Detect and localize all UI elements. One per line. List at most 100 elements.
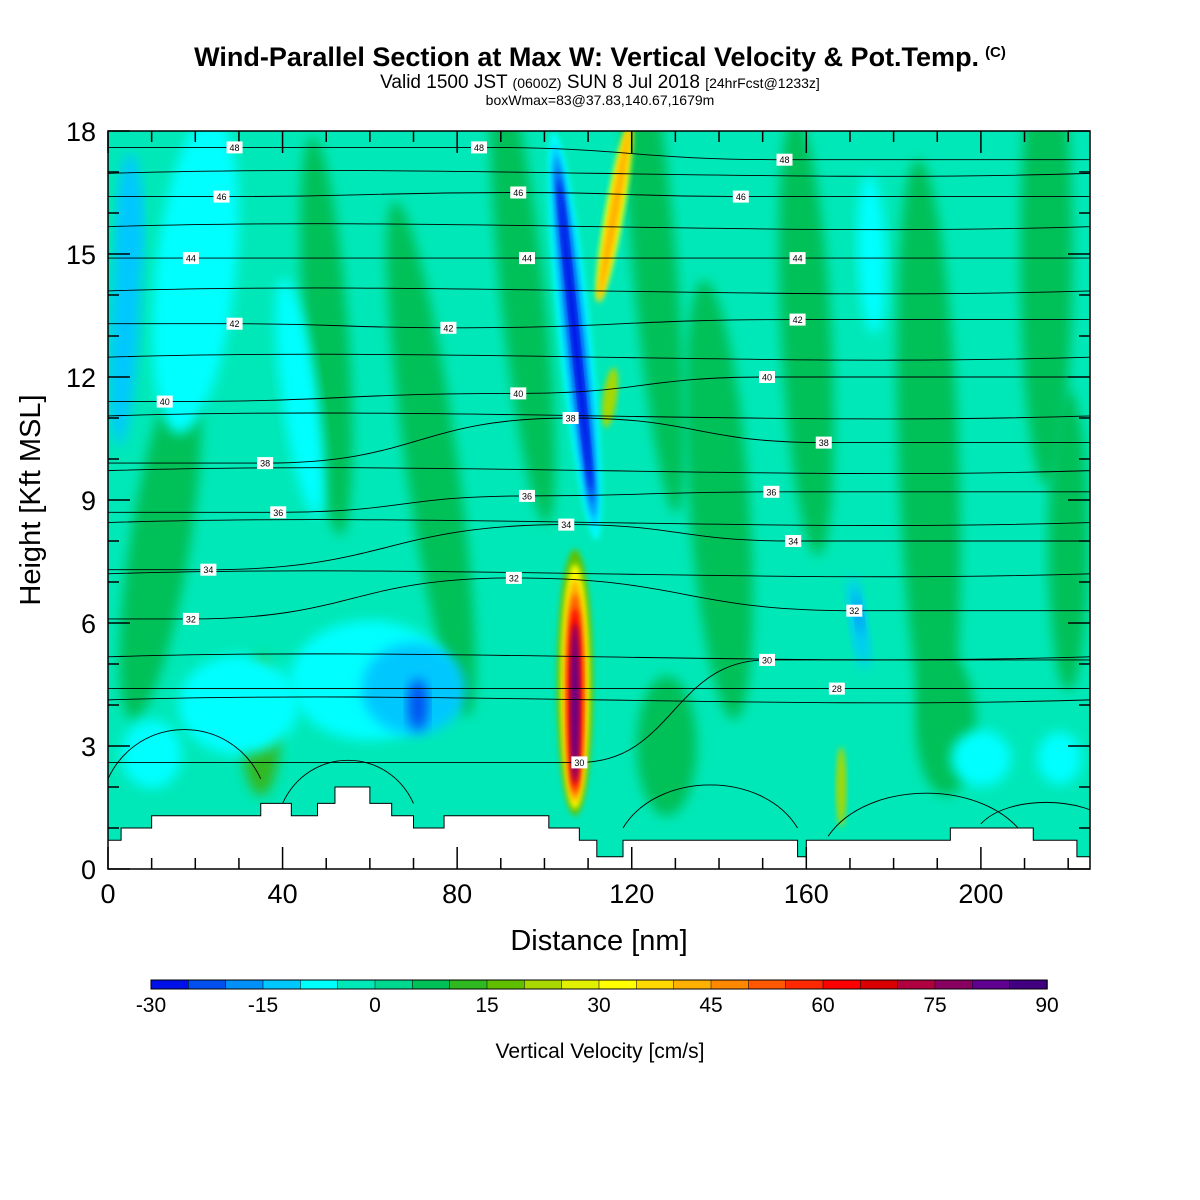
contour-label-bg [759,371,776,383]
contour-label-bg [518,252,535,265]
colorbar-tick-label: -15 [248,994,278,1017]
valid-utc: (0600Z) [512,75,562,91]
colorbar-swatch [710,979,750,990]
colorbar-swatch [150,979,190,990]
contour-label-text: 34 [203,565,213,575]
contour-label-text: 48 [230,143,240,153]
contour-labels: 28 30 30 32 32 32 34 34 34 36 36 36 38 38 38 40 40 40 42 42… [156,141,863,769]
y-tick-label: 0 [81,855,96,885]
colorbar-tick-label: 0 [369,994,381,1017]
contour-label-text: 46 [513,188,523,198]
colorbar-swatch [374,979,414,990]
colorbar-swatch [188,979,227,990]
colorbar-tick-label: 45 [699,994,722,1017]
x-tick-label: 80 [442,879,472,909]
velocity-cell [636,676,697,816]
velocity-cell [119,363,202,719]
velocity-cell [622,131,686,514]
contour-label-48: 48 [226,141,243,154]
contour-label-text: 40 [160,397,170,407]
colorbar-swatch [673,979,712,990]
y-axis-label: Height [Kft MSL] [15,394,47,605]
theta-line-intermediate [108,412,1090,420]
contour-label-bg [846,604,863,617]
contour-label-30: 30 [759,653,776,666]
velocity-cell [121,720,182,789]
theta-line-intermediate [108,570,1090,578]
chart-subtitle: Valid 1500 JST (0600Z) SUN 8 Jul 2018 [2… [0,72,1200,94]
colorbar-tick-label: 90 [1035,994,1058,1017]
axis-ticks [107,130,1090,870]
theta-line-40 [108,376,1090,403]
valid-date: SUN 8 Jul 2018 [566,72,700,93]
colorbar-swatch [822,979,862,990]
theta-line-low [282,760,414,804]
contour-label-bg [156,395,173,408]
contour-label-bg [440,321,457,334]
contour-label-text: 32 [186,614,196,624]
velocity-cell [570,623,580,783]
colorbar-swatch [897,979,936,990]
contour-label-bg [562,412,579,424]
contour-label-bg [182,252,199,265]
contour-label-28: 28 [828,682,845,695]
colorbar-swatch [636,979,675,990]
contour-label-text: 38 [566,414,576,424]
contour-label-32: 32 [182,612,199,625]
velocity-cell [896,159,961,759]
contour-label-text: 38 [819,438,829,448]
contour-label-48: 48 [776,153,793,166]
theta-line-intermediate [108,287,1090,295]
velocity-cell [178,655,299,755]
colorbar-swatch [300,979,339,990]
contour-label-34: 34 [785,535,802,547]
colorbar-swatch [972,979,1011,990]
theta-line-42 [108,319,1090,329]
colorbar-swatch [225,979,264,990]
contour-label-bg [785,535,802,547]
colorbar-frame [150,979,1048,990]
theta-line-low [827,792,1025,837]
contour-label-text: 40 [513,389,523,399]
contour-label-40: 40 [156,395,173,408]
contour-label-bg [270,506,287,519]
x-tick-label: 160 [784,879,829,909]
velocity-cell [117,153,142,273]
theta-line-intermediate [108,353,1090,361]
valid-time: Valid 1500 JST [380,72,508,93]
contour-label-36: 36 [763,485,780,498]
theta-contours [108,146,1090,837]
contour-label-bg [470,141,487,154]
contour-label-bg [510,387,527,400]
x-tick-label: 120 [609,879,654,909]
colorbar-swatch [598,979,638,990]
contour-label-32: 32 [846,604,863,617]
x-tick-labels: 0 40 80 120 160 200 [100,879,1003,909]
contour-label-text: 42 [230,319,240,329]
theta-line-48 [108,146,1090,161]
contour-label-40: 40 [759,371,776,383]
theta-line-intermediate [108,519,1090,526]
contour-label-text: 42 [793,315,803,325]
contour-label-44: 44 [789,252,806,265]
contour-label-44: 44 [182,252,199,265]
colorbar-swatch [412,979,451,990]
contour-label-42: 42 [789,313,806,326]
contour-label-bg [759,653,776,666]
contour-label-text: 48 [474,143,484,153]
y-tick-label: 12 [66,363,96,393]
contour-label-bg [505,571,522,584]
contour-label-text: 48 [779,155,789,165]
velocity-cell [836,747,847,827]
colorbar-title: Vertical Velocity [cm/s] [496,1040,705,1063]
colorbar-swatch [337,979,376,990]
contour-label-bg [828,682,845,695]
contour-label-42: 42 [226,317,243,330]
contour-label-text: 36 [522,491,532,501]
colorbar-swatch [934,979,974,990]
contour-label-38: 38 [815,436,832,449]
contour-label-bg [789,313,806,326]
contour-label-text: 46 [736,192,746,202]
title-mark: (C) [985,44,1006,61]
contour-label-bg [200,563,217,576]
